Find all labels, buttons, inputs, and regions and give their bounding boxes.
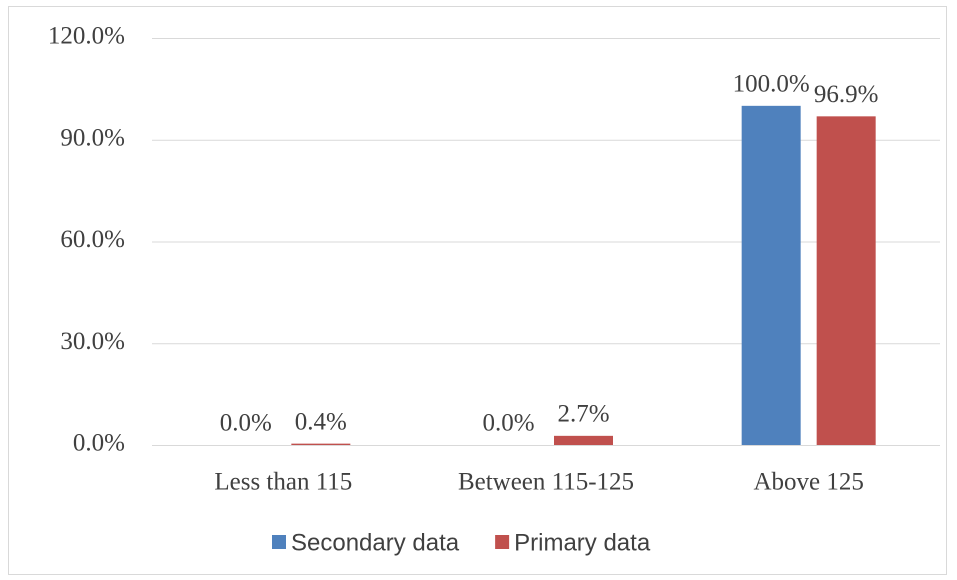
value-label: 0.4% — [295, 408, 347, 435]
legend-swatch — [495, 535, 510, 549]
y-tick-label: 0.0% — [73, 430, 125, 457]
y-tick-label: 30.0% — [60, 328, 125, 355]
bar — [741, 105, 801, 445]
value-label: 0.0% — [482, 410, 534, 437]
bar — [291, 443, 351, 445]
legend-label: Primary data — [514, 529, 651, 556]
bar — [816, 116, 876, 445]
value-label: 96.9% — [814, 81, 879, 108]
x-tick-label: Between 115-125 — [458, 469, 634, 496]
y-tick-label: 120.0% — [48, 23, 125, 50]
value-label: 2.7% — [557, 401, 609, 428]
y-tick-label: 60.0% — [60, 226, 125, 253]
y-tick-label: 90.0% — [60, 124, 125, 151]
value-label: 0.0% — [220, 410, 272, 437]
value-label: 100.0% — [733, 71, 810, 98]
x-tick-label: Above 125 — [753, 469, 863, 496]
legend-label: Secondary data — [291, 529, 460, 556]
bar — [554, 435, 613, 445]
legend-swatch — [272, 535, 286, 549]
x-tick-label: Less than 115 — [214, 469, 352, 496]
legend: Secondary data Primary data — [272, 529, 651, 556]
